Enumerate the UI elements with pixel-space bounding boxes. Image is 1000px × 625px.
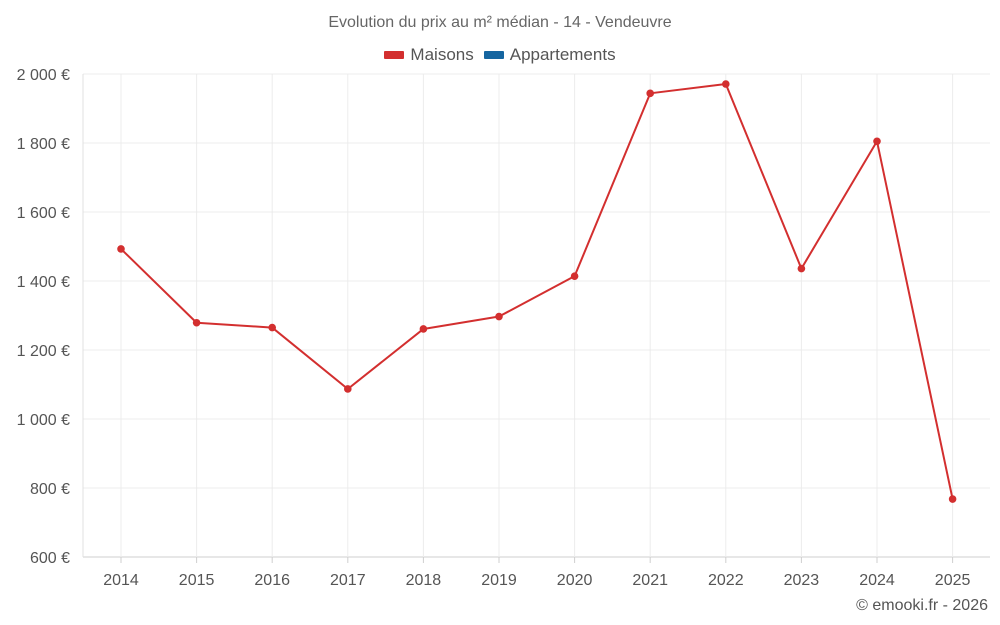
x-tick-label: 2020 bbox=[557, 572, 593, 589]
data-point[interactable] bbox=[117, 245, 125, 253]
legend-item-appartements[interactable]: Appartements bbox=[483, 45, 616, 65]
x-tick-label: 2014 bbox=[103, 572, 139, 589]
data-point[interactable] bbox=[419, 325, 428, 333]
y-tick-label: 1 200 € bbox=[17, 343, 70, 360]
legend-label-maisons: Maisons bbox=[410, 45, 474, 64]
data-point[interactable] bbox=[570, 272, 579, 280]
data-point[interactable] bbox=[344, 385, 352, 393]
x-tick-label: 2023 bbox=[784, 572, 820, 589]
series-layer bbox=[117, 80, 957, 503]
y-tick-label: 1 400 € bbox=[17, 274, 70, 291]
data-point[interactable] bbox=[192, 318, 201, 327]
data-point[interactable] bbox=[873, 137, 881, 146]
x-tick-label: 2021 bbox=[632, 572, 668, 589]
x-tick-label: 2024 bbox=[859, 572, 895, 589]
axes: 600 € 800 € 1 000 € 1 200 € 1 400 € 1 600 € 1 … bbox=[17, 67, 971, 589]
data-point[interactable] bbox=[722, 80, 730, 88]
x-tick-label: 2015 bbox=[179, 572, 215, 589]
x-tick-label: 2017 bbox=[330, 572, 366, 589]
legend-swatch-appartements bbox=[483, 51, 504, 59]
legend-label-appartements: Appartements bbox=[509, 45, 616, 64]
y-tick-label: 1 800 € bbox=[17, 136, 70, 153]
y-tick-label: 800 € bbox=[30, 481, 70, 498]
data-point[interactable] bbox=[646, 89, 654, 98]
data-point[interactable] bbox=[495, 312, 503, 321]
grid-lines bbox=[83, 73, 990, 558]
y-tick-label: 1 000 € bbox=[17, 412, 70, 429]
x-tick-label: 2018 bbox=[406, 572, 442, 589]
x-tick-label: 2025 bbox=[935, 572, 971, 589]
series-line-maisons bbox=[120, 83, 954, 500]
footer-credit: © emooki.fr - 2026 bbox=[856, 597, 988, 614]
y-tick-label: 600 € bbox=[30, 550, 70, 567]
x-tick-label: 2022 bbox=[708, 572, 744, 589]
legend-item-maisons[interactable]: Maisons bbox=[384, 45, 474, 65]
chart-title: Evolution du prix au m² médian - 14 - Ve… bbox=[328, 14, 672, 31]
x-tick-label: 2019 bbox=[481, 572, 517, 589]
x-tick-label: 2016 bbox=[254, 572, 290, 589]
data-point[interactable] bbox=[268, 323, 277, 332]
y-tick-label: 1 600 € bbox=[17, 205, 70, 222]
chart-legend: Maisons Appartements bbox=[0, 45, 1000, 65]
data-point[interactable] bbox=[948, 495, 957, 503]
legend-swatch-maisons bbox=[384, 51, 405, 59]
data-point[interactable] bbox=[797, 264, 806, 273]
y-tick-label: 2 000 € bbox=[17, 67, 70, 84]
